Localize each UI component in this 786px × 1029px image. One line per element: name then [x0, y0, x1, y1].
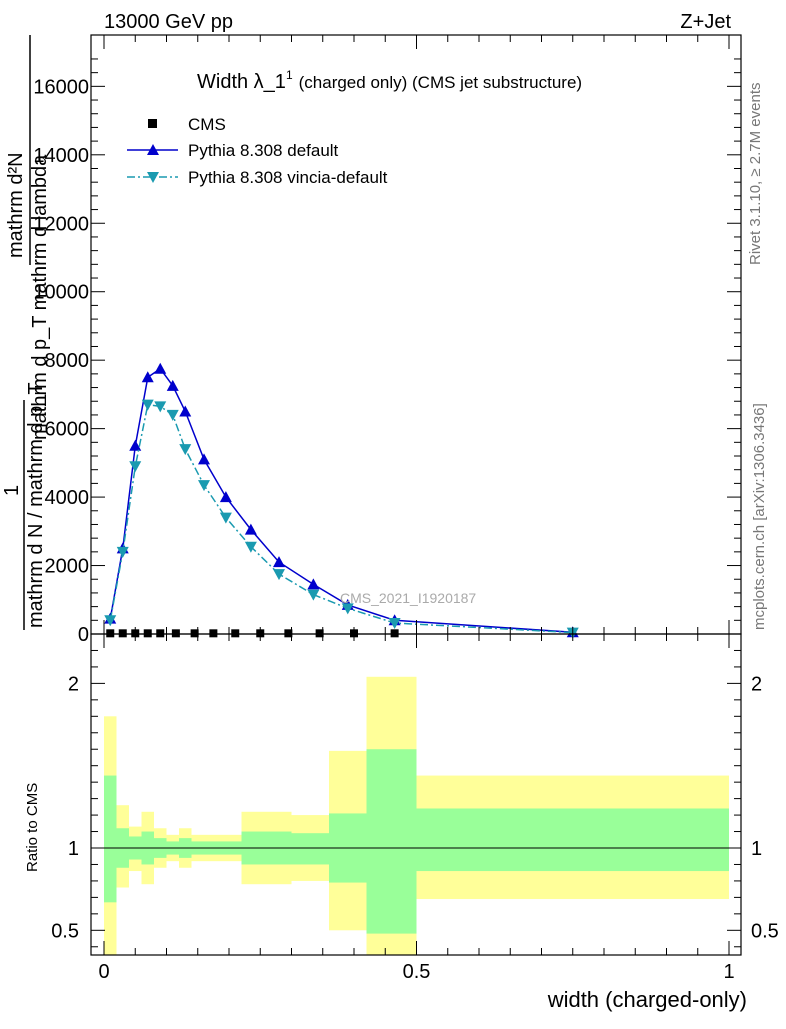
ratio-band-green	[291, 833, 329, 865]
title-main: Width λ_1	[197, 71, 286, 93]
main-ytick-label: 10000	[33, 282, 89, 304]
main-ytick-label: 16000	[33, 76, 89, 98]
pythia-default-point	[273, 556, 285, 568]
cms-data-point	[315, 629, 324, 638]
pythia-vincia-point	[116, 546, 129, 558]
cms-data-point	[156, 629, 165, 638]
pythia-vincia-point	[341, 603, 354, 615]
ratio-ytick-label-right: 2	[751, 673, 762, 695]
legend-marker-up	[147, 144, 159, 155]
cms-data-point	[209, 629, 218, 638]
pythia-default-point	[154, 362, 167, 374]
main-ytick-label: 8000	[45, 350, 90, 372]
main-ytick-label: 4000	[45, 487, 90, 509]
main-axes: 0 2000 4000 6000 8000 10000 12000 14000 16000	[33, 35, 741, 646]
ratio-band-green	[366, 749, 417, 934]
cms-data-point	[190, 629, 199, 638]
pythia-vincia-point	[141, 399, 154, 411]
pythia-default-point	[129, 439, 142, 451]
legend-entry: Pythia 8.308 vincia-default	[127, 168, 388, 187]
ratio-band-green	[416, 808, 729, 872]
cms-data-point	[284, 629, 293, 638]
ylabel-front-den: mathrm d p_T mathrm d lambda	[29, 154, 51, 440]
legend-entry: Pythia 8.308 default	[127, 141, 339, 160]
ylabel-one: 1	[1, 485, 23, 496]
ratio-ytick-label: 0.5	[51, 920, 79, 942]
rivet-label: Rivet 3.1.10, ≥ 2.7M events	[747, 83, 764, 266]
x-tick-label: 0.5	[403, 961, 431, 983]
chart-title: Width λ_11 (charged only) (CMS jet substr…	[197, 68, 582, 93]
pythia-vincia-point	[307, 589, 320, 601]
ratio-ytick-label: 1	[68, 838, 79, 860]
pythia-default-point	[244, 523, 257, 535]
main-ytick-label: 0	[78, 624, 89, 646]
pythia-vincia-point	[219, 512, 232, 524]
legend-marker-down	[147, 172, 159, 183]
legend-label: CMS	[188, 115, 226, 134]
header-process: Z+Jet	[680, 11, 731, 33]
legend: CMS Pythia 8.308 default Pythia 8.308 vinc…	[127, 115, 388, 187]
main-ytick-label: 12000	[33, 213, 89, 235]
analysis-watermark: CMS_2021_I1920187	[340, 590, 476, 606]
cms-data-point	[143, 629, 152, 638]
x-tick-label: 0	[98, 961, 109, 983]
cms-data-point	[106, 629, 115, 638]
pythia-default-point	[219, 491, 232, 503]
title-sup: 1	[286, 68, 293, 82]
ratio-plot-layer	[91, 676, 741, 955]
legend-label: Pythia 8.308 default	[188, 141, 339, 160]
ratio-ytick-label-right: 1	[751, 838, 762, 860]
x-tick-label: 1	[723, 961, 734, 983]
pythia-vincia-point	[273, 569, 285, 581]
pythia-vincia-point	[244, 541, 257, 553]
pythia-vincia-point	[104, 615, 117, 627]
pythia-default-point	[307, 578, 320, 590]
main-panel: 0 2000 4000 6000 8000 10000 12000 14000 16000	[33, 34, 742, 646]
ratio-ytick-label: 2	[68, 673, 79, 695]
main-plot-layer	[104, 362, 579, 639]
main-ylabel: mathrm d²N mathrm d p_T mathrm d lambda …	[1, 35, 51, 630]
main-ytick-label: 2000	[45, 556, 90, 578]
pythia-default-point	[198, 453, 210, 465]
header-energy: 13000 GeV pp	[104, 11, 233, 33]
pythia-default-point	[179, 405, 192, 417]
pythia-vincia-point	[198, 480, 210, 492]
pythia-vincia-point	[129, 461, 142, 473]
legend-label: Pythia 8.308 vincia-default	[188, 168, 388, 187]
title-rest: (charged only) (CMS jet substructure)	[299, 73, 582, 92]
ylabel-front-num: mathrm d²N	[5, 152, 27, 258]
pythia-vincia-point	[166, 409, 179, 421]
pythia-vincia-point	[154, 401, 167, 413]
pythia-default-point	[166, 379, 179, 391]
x-axis-label: width (charged-only)	[547, 987, 747, 1012]
pythia-default-point	[141, 371, 154, 383]
cms-data-point	[390, 629, 399, 638]
cms-data-point	[171, 629, 180, 638]
ratio-band-green	[104, 775, 117, 903]
pythia-vincia-point	[388, 618, 401, 630]
main-ytick-label: 6000	[45, 419, 90, 441]
legend-entry: CMS	[148, 115, 226, 134]
ratio-panel: 0.5 0.5 1 1 2 2 0 0.5 1	[51, 633, 779, 983]
mcplots-label: mcplots.cern.ch [arXiv:1306.3436]	[751, 403, 768, 630]
ratio-axes: 0.5 0.5 1 1 2 2 0 0.5 1	[51, 634, 779, 983]
pythia-vincia-point	[179, 444, 192, 456]
ratio-ytick-label-right: 0.5	[751, 920, 779, 942]
cms-data-point	[231, 629, 240, 638]
legend-marker-square	[148, 119, 157, 128]
ylabel-denominator: mathrm d N / mathrm d p_T	[25, 382, 47, 628]
cms-data-point	[118, 629, 127, 638]
ratio-ylabel: Ratio to CMS	[24, 783, 41, 872]
main-ytick-label: 14000	[33, 145, 89, 167]
